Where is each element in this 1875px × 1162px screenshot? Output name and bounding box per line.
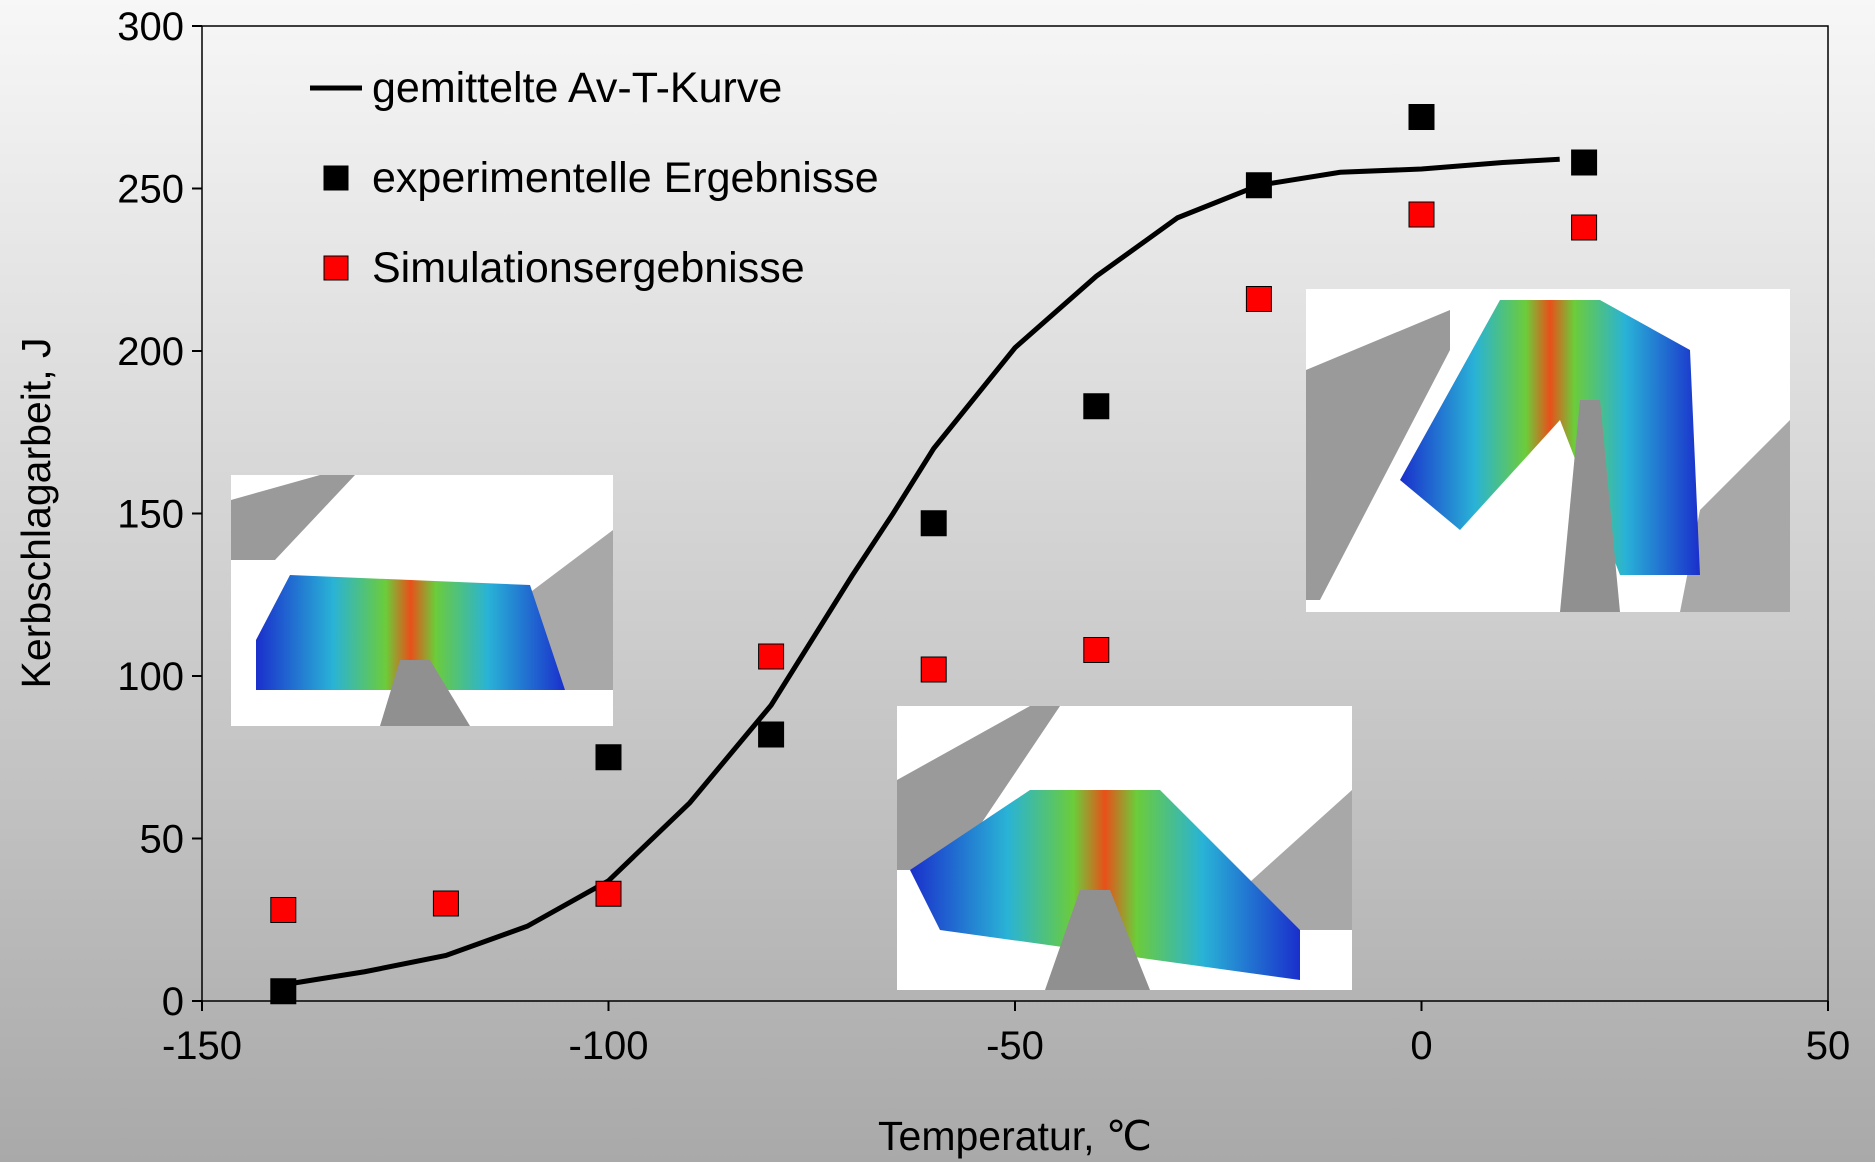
data-point xyxy=(1246,173,1271,198)
data-point xyxy=(596,745,621,770)
y-tick-label: 100 xyxy=(117,655,184,699)
x-tick-label: -100 xyxy=(568,1024,648,1068)
legend-label: Simulationsergebnisse xyxy=(372,244,805,292)
legend-label: experimentelle Ergebnisse xyxy=(372,154,879,202)
legend-label: gemittelte Av-T-Kurve xyxy=(372,64,782,112)
inset-image xyxy=(231,475,613,726)
x-axis-title: Temperatur, ℃ xyxy=(878,1113,1152,1159)
inset-image xyxy=(897,706,1352,990)
data-point xyxy=(596,881,621,906)
x-tick-label: 50 xyxy=(1806,1024,1851,1068)
data-point xyxy=(271,898,296,923)
data-point xyxy=(1409,105,1434,130)
y-tick-label: 200 xyxy=(117,330,184,374)
x-tick-label: 0 xyxy=(1410,1024,1432,1068)
y-tick-label: 150 xyxy=(117,493,184,537)
x-tick-label: -50 xyxy=(986,1024,1044,1068)
data-point xyxy=(1084,394,1109,419)
y-axis-title: Kerbschlagarbeit, J xyxy=(13,338,59,689)
y-tick-label: 300 xyxy=(117,5,184,49)
legend-marker xyxy=(324,256,348,280)
data-point xyxy=(759,644,784,669)
chart: 0 50 100 150 200 250 300 -150 -100 -50 0 50 gemittel… xyxy=(0,0,1875,1162)
x-tick-label: -150 xyxy=(162,1024,242,1068)
inset-image xyxy=(1306,289,1790,612)
data-point xyxy=(1572,215,1597,240)
data-point xyxy=(921,511,946,536)
y-tick-label: 0 xyxy=(162,980,184,1024)
data-point xyxy=(271,979,296,1004)
data-point xyxy=(1409,202,1434,227)
data-point xyxy=(1572,150,1597,175)
data-point xyxy=(433,891,458,916)
data-point xyxy=(1084,638,1109,663)
data-point xyxy=(921,657,946,682)
data-point xyxy=(759,722,784,747)
data-point xyxy=(1246,287,1271,312)
y-tick-label: 250 xyxy=(117,168,184,212)
y-tick-label: 50 xyxy=(140,818,185,862)
legend-marker xyxy=(324,166,348,190)
